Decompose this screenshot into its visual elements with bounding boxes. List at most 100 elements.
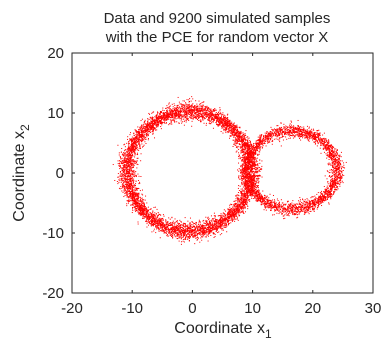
scatter-point	[252, 151, 254, 153]
scatter-point	[174, 114, 176, 116]
scatter-point	[203, 232, 205, 234]
scatter-point	[162, 225, 164, 227]
scatter-point	[221, 120, 223, 122]
scatter-point	[212, 109, 214, 111]
scatter-point	[223, 128, 225, 130]
scatter-point	[144, 212, 146, 214]
scatter-point	[205, 231, 207, 233]
scatter-point	[212, 109, 214, 111]
scatter-point	[243, 141, 245, 143]
scatter-point	[236, 124, 238, 126]
scatter-point	[217, 221, 219, 223]
scatter-point	[251, 162, 253, 164]
scatter-point	[172, 225, 174, 227]
scatter-point	[169, 228, 171, 230]
scatter-point	[123, 155, 125, 157]
scatter-point	[131, 208, 133, 210]
scatter-point	[127, 147, 129, 149]
scatter-point	[190, 230, 192, 232]
scatter-point	[129, 172, 131, 174]
scatter-point	[122, 178, 124, 180]
scatter-point	[133, 144, 135, 146]
scatter-point	[181, 122, 183, 124]
scatter-point	[242, 167, 244, 169]
scatter-point	[172, 106, 174, 108]
scatter-point	[173, 227, 175, 229]
scatter-point	[176, 230, 178, 232]
scatter-point	[211, 221, 213, 223]
scatter-point	[186, 118, 187, 120]
scatter-point	[141, 210, 143, 212]
scatter-point	[128, 148, 130, 149]
scatter-point	[236, 206, 238, 208]
scatter-point	[242, 186, 244, 188]
scatter-point	[213, 228, 215, 230]
scatter-point	[207, 230, 209, 232]
scatter-point	[166, 122, 167, 124]
scatter-point	[196, 111, 198, 113]
scatter-point	[175, 113, 177, 115]
scatter-point	[224, 216, 226, 218]
scatter-point	[245, 156, 247, 158]
scatter-point	[208, 233, 210, 235]
scatter-point	[175, 107, 177, 109]
scatter-point	[172, 229, 174, 231]
scatter-point	[205, 228, 207, 230]
scatter-point	[153, 206, 155, 208]
scatter-point	[180, 230, 182, 232]
scatter-point	[135, 161, 137, 163]
scatter-point	[121, 154, 123, 156]
scatter-point	[212, 127, 214, 129]
scatter-point	[124, 183, 126, 185]
scatter-point	[181, 104, 183, 106]
scatter-point	[233, 213, 235, 215]
scatter-point	[178, 223, 180, 225]
scatter-point	[136, 204, 138, 206]
scatter-point	[129, 168, 131, 170]
scatter-point	[202, 110, 204, 112]
scatter-point	[193, 110, 195, 112]
scatter-point	[195, 107, 197, 109]
scatter-point	[185, 119, 187, 121]
scatter-point	[126, 205, 128, 207]
scatter-point	[192, 116, 194, 117]
scatter-point	[189, 230, 191, 232]
scatter-point	[131, 156, 133, 158]
scatter-point	[230, 214, 232, 216]
scatter-point	[178, 229, 180, 231]
scatter-point	[225, 226, 227, 228]
scatter-point	[120, 158, 122, 160]
scatter-point	[236, 138, 238, 140]
scatter-point	[157, 227, 159, 228]
scatter-point	[151, 118, 153, 120]
scatter-point	[214, 220, 216, 222]
scatter-point	[133, 166, 135, 168]
scatter-point	[159, 220, 161, 222]
scatter-point	[221, 222, 223, 224]
scatter-point	[133, 160, 135, 162]
scatter-point	[195, 108, 197, 110]
scatter-point	[232, 127, 234, 129]
scatter-point	[145, 209, 147, 211]
scatter-point	[241, 207, 243, 209]
scatter-point	[210, 234, 212, 236]
scatter-point	[167, 228, 169, 230]
scatter-point	[179, 228, 181, 230]
scatter-point	[249, 163, 251, 165]
scatter-point	[183, 241, 185, 243]
scatter-point	[157, 220, 159, 222]
scatter-point	[131, 139, 133, 141]
scatter-point	[143, 202, 145, 204]
scatter-point	[173, 118, 175, 120]
scatter-point	[183, 124, 185, 126]
scatter-point	[152, 122, 154, 124]
scatter-point	[145, 195, 147, 197]
scatter-point	[151, 220, 153, 222]
scatter-point	[228, 210, 230, 212]
scatter-point	[203, 112, 205, 114]
scatter-point	[134, 185, 136, 187]
scatter-point	[161, 222, 163, 224]
scatter-point	[172, 231, 174, 233]
scatter-point	[204, 111, 206, 113]
scatter-point	[137, 202, 139, 204]
